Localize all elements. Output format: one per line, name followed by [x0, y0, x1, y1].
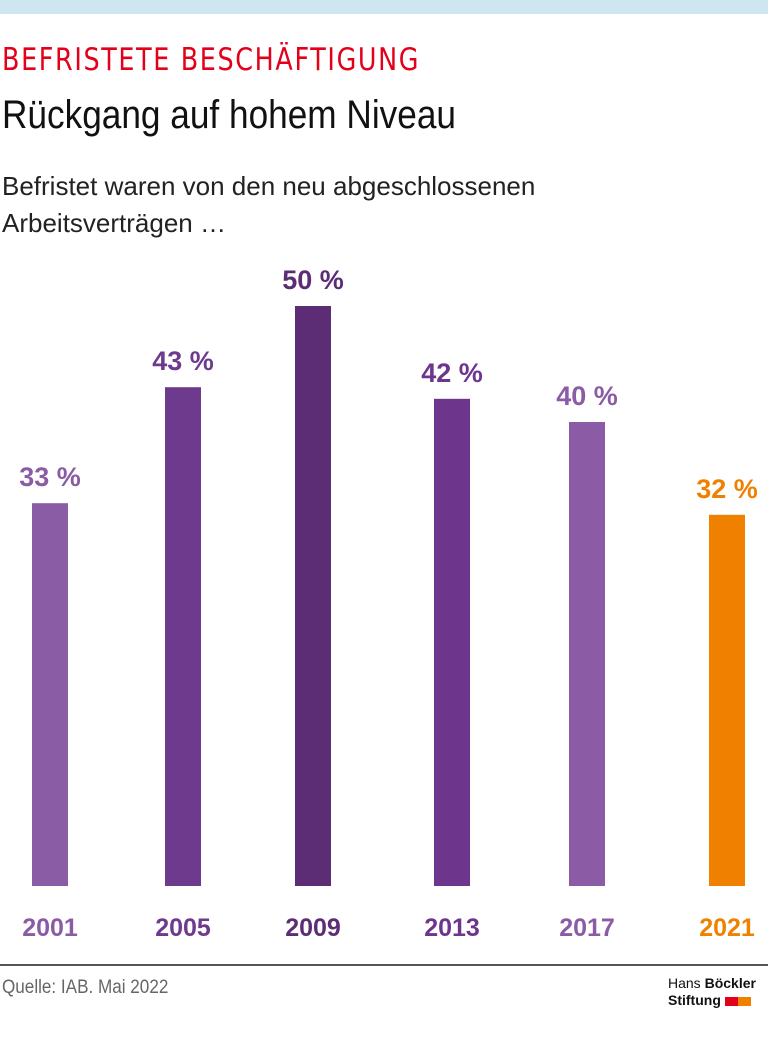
- bar-2017: [569, 422, 605, 886]
- category-label-2005: 2005: [155, 914, 211, 942]
- category-label-2021: 2021: [699, 914, 755, 942]
- footer-divider: [0, 964, 768, 966]
- bar-chart: 33 % 2001 43 % 2005 50 % 2009 42 % 2013 40 % 2017…: [19, 265, 758, 942]
- category-label-2009: 2009: [285, 914, 341, 942]
- value-label-2009: 50 %: [282, 265, 344, 295]
- value-label-2005: 43 %: [152, 346, 214, 376]
- hans-boeckler-logo: Hans Böckler Stiftung: [668, 975, 756, 1008]
- category-label-2001: 2001: [22, 914, 78, 942]
- chart-kicker: BEFRISTETE BESCHÄFTIGUNG: [2, 42, 421, 78]
- bar-2001: [32, 503, 68, 886]
- bar-2021: [709, 514, 745, 886]
- top-band: [0, 0, 768, 14]
- bar-2013: [434, 398, 470, 886]
- logo-square-orange: [737, 996, 751, 1006]
- source-note: Quelle: IAB. Mai 2022: [2, 977, 169, 998]
- logo-square-red: [724, 996, 738, 1006]
- category-label-2017: 2017: [559, 914, 615, 942]
- chart-title: Rückgang auf hohem Niveau: [2, 93, 456, 137]
- category-label-2013: 2013: [424, 914, 480, 942]
- bar-2005: [165, 387, 201, 886]
- value-label-2001: 33 %: [19, 462, 81, 492]
- bar-2009: [295, 306, 331, 886]
- chart-subtitle: Befristet waren von den neu abgeschlosse…: [2, 171, 536, 238]
- value-label-2017: 40 %: [556, 381, 618, 411]
- value-label-2021: 32 %: [696, 474, 758, 504]
- value-label-2013: 42 %: [421, 358, 483, 388]
